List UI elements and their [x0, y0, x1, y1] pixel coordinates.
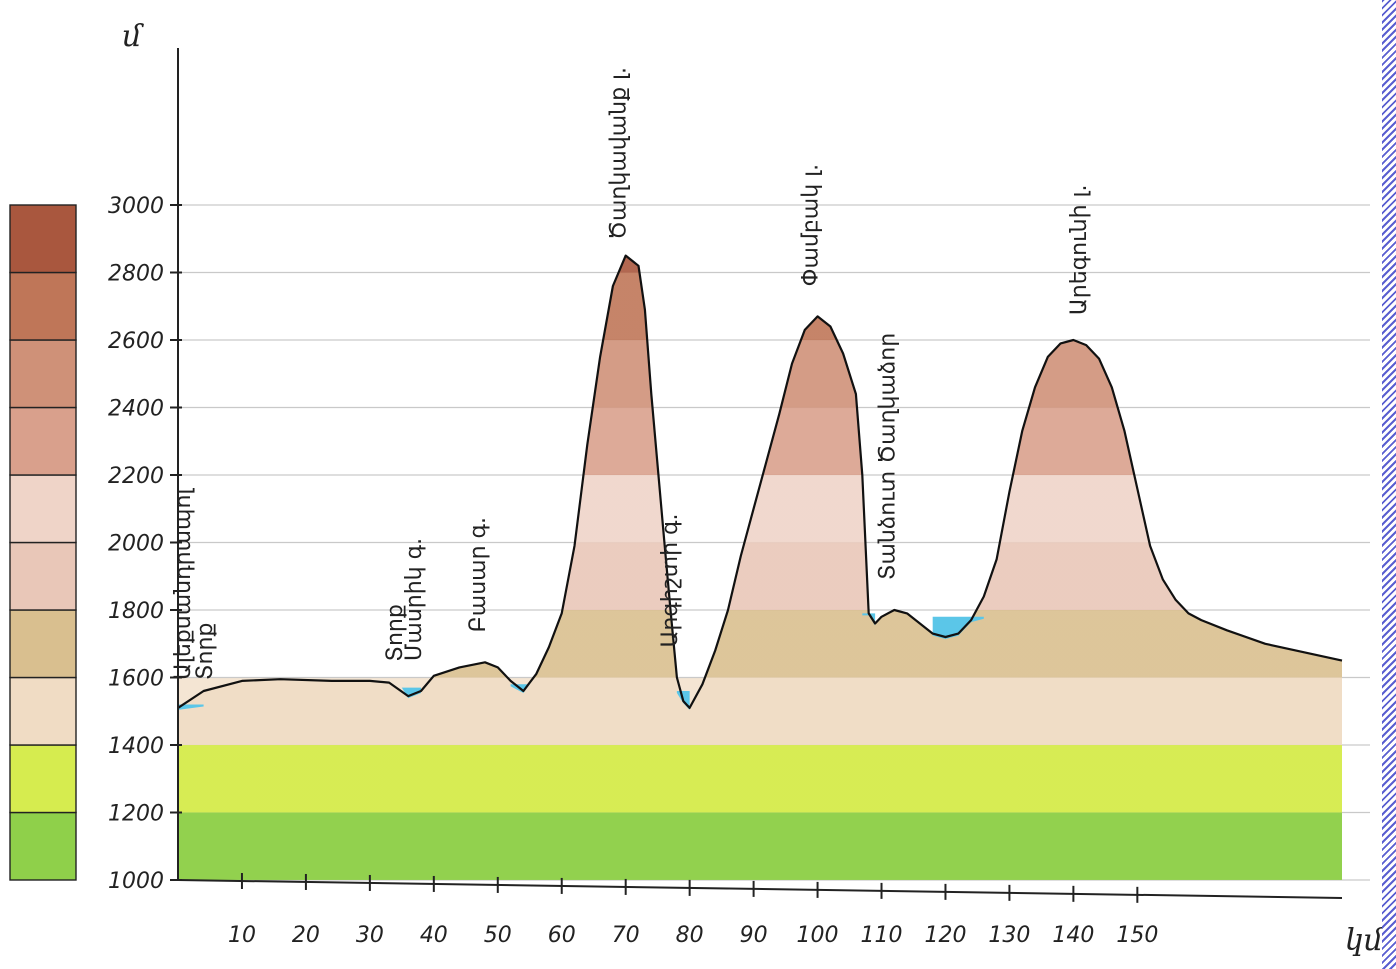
x-tick-label: 100 — [797, 923, 839, 948]
y-tick-label: 2200 — [108, 464, 164, 489]
legend-swatch — [9, 811, 77, 881]
x-tick-label: 60 — [548, 923, 576, 948]
annotation-label: Արեգունի լ. — [1067, 185, 1092, 316]
x-tick-label: 80 — [676, 923, 704, 948]
y-tick-label: 2800 — [108, 262, 164, 287]
annotation-label: Փամբակ լ. — [799, 164, 824, 286]
x-tick-label: 140 — [1052, 923, 1094, 948]
x-tick-label: 150 — [1116, 923, 1158, 948]
legend-swatch — [9, 406, 77, 476]
y-tick-label: 1800 — [108, 599, 164, 624]
x-axis-unit-label: կմ — [1345, 923, 1384, 958]
x-axis-line — [177, 879, 1343, 899]
y-tick-label: 1000 — [108, 869, 164, 894]
legend-swatch — [9, 204, 77, 274]
profile-line — [177, 254, 1343, 709]
legend-swatch — [9, 541, 77, 611]
annotation-label: Տանձուտ Ծաղկաձոր — [875, 333, 900, 580]
annotation-label: Տորք — [383, 604, 408, 661]
x-tick-label: 110 — [861, 923, 903, 948]
page-edge-stripe — [1382, 0, 1396, 969]
y-tick-label: 2600 — [108, 329, 164, 354]
x-tick-label: 120 — [924, 923, 966, 948]
start-label: Ալեքսանդրապոլ — [171, 488, 196, 680]
start-label: Տորք — [193, 623, 218, 680]
x-tick-label: 20 — [292, 923, 320, 948]
legend-swatch — [9, 271, 77, 341]
legend-swatch — [9, 676, 77, 746]
axes: 3000 2800 2600 2400 2200 2000 1800 1600 1400 1200… — [108, 48, 1343, 948]
lake — [932, 616, 984, 639]
lake — [862, 613, 876, 626]
legend-swatch — [9, 474, 77, 544]
x-tick-label: 50 — [484, 923, 512, 948]
x-tick-label: 40 — [420, 923, 448, 948]
legend-swatch — [9, 609, 77, 679]
y-tick-label: 1200 — [108, 802, 164, 827]
annotation-label: Մասրիկ գ. — [402, 538, 427, 661]
x-tick-label: 70 — [612, 923, 640, 948]
x-tick-label: 130 — [988, 923, 1030, 948]
y-tick-label: 1600 — [108, 667, 164, 692]
elevation-legend — [9, 204, 77, 881]
x-tick-label: 30 — [356, 923, 384, 948]
profile-layer — [177, 254, 1343, 881]
legend-swatch — [9, 744, 77, 814]
x-tick-label: 90 — [740, 923, 768, 948]
annotation-label: Արգիշտի գ. — [658, 514, 683, 648]
legend-swatch — [9, 339, 77, 409]
y-tick-label: 2400 — [108, 397, 164, 422]
y-tick-label: 1400 — [108, 734, 164, 759]
annotation-label: Բասար գ. — [466, 517, 491, 632]
lake — [178, 704, 204, 710]
x-tick-label: 10 — [228, 923, 256, 948]
y-tick-label: 2000 — [108, 532, 164, 557]
annotation-label: Ծաղկավանք լ. — [607, 67, 632, 240]
y-axis-unit-label: մ — [122, 19, 144, 54]
y-tick-label: 3000 — [108, 194, 164, 219]
profile-fill — [178, 255, 1342, 881]
